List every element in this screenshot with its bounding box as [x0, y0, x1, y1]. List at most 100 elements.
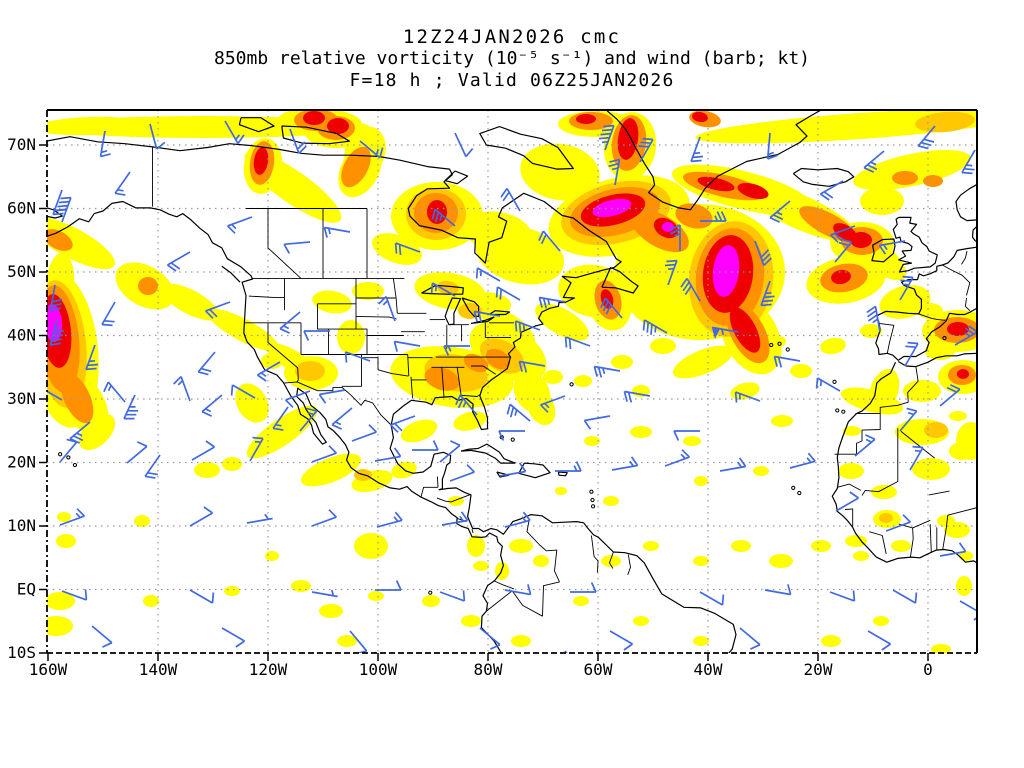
wind-barb [719, 457, 747, 472]
vorticity-blob [771, 415, 793, 427]
wind-barb [167, 251, 191, 272]
border-line [377, 369, 409, 377]
wind-barb [55, 196, 72, 223]
vorticity-blob [207, 308, 279, 352]
border-line [526, 518, 560, 583]
border-line [341, 354, 362, 387]
x-tick-label: 140W [139, 660, 178, 679]
border-line [878, 322, 895, 354]
chart-title-block: 12Z24JAN2026 cmc 850mb relative vorticit… [0, 26, 1024, 92]
vorticity-blob [820, 337, 846, 355]
island-dot [428, 590, 433, 595]
island-dot [510, 437, 515, 442]
vorticity-blob [731, 540, 751, 552]
wind-barb [504, 511, 531, 528]
island-dot [769, 342, 774, 348]
wind-barb [473, 310, 501, 323]
island-dot [791, 485, 796, 490]
vorticity-blob [850, 232, 872, 248]
vorticity-blob [368, 591, 384, 601]
wind-barb [739, 627, 761, 650]
coastline [238, 117, 275, 133]
coastline [488, 310, 511, 316]
vorticity-blob [351, 469, 393, 493]
wind-barb [959, 600, 977, 621]
coastline [557, 471, 568, 477]
vorticity-blob [337, 635, 357, 647]
vorticity-blob [662, 222, 674, 232]
coastline [47, 136, 737, 653]
vorticity-blob [937, 515, 955, 527]
vorticity-blob [573, 596, 589, 606]
wind-barb [449, 464, 476, 482]
vorticity-blob [372, 233, 422, 265]
vorticity-blob [675, 203, 713, 229]
border-line [929, 524, 932, 553]
island-dot [589, 489, 594, 494]
wind-barb [389, 415, 416, 433]
border-line [837, 483, 862, 491]
vorticity-blob [603, 496, 619, 506]
wind-barb-layer [47, 120, 977, 653]
vorticity-blob [924, 422, 948, 438]
wind-barb [495, 286, 521, 301]
wind-barb [899, 275, 914, 301]
wind-barb [564, 650, 568, 653]
vorticity-blob [672, 345, 734, 379]
border-line [900, 431, 935, 459]
title-init-time: 12Z24JAN2026 cmc [402, 26, 622, 48]
wind-barb [600, 297, 623, 319]
vorticity-blob [843, 426, 861, 436]
wind-barb [500, 188, 521, 212]
vorticity-blob [47, 592, 75, 610]
vorticity-blob [463, 353, 489, 373]
y-tick-label: 70N [7, 135, 36, 154]
coastline [892, 216, 938, 273]
vorticity-blob [535, 303, 589, 341]
vorticity-blob [485, 348, 511, 370]
wind-barb [103, 381, 126, 403]
wind-barb [623, 390, 651, 403]
vorticity-blob [161, 283, 219, 321]
wind-barb [59, 508, 86, 526]
title-valid-time: F=18 h ; Valid 06Z25JAN2026 [349, 70, 675, 91]
y-tick-label: 50N [7, 262, 36, 281]
vorticity-blob [511, 635, 531, 647]
border-line [459, 394, 481, 397]
wind-barb [866, 305, 881, 333]
border-line [296, 367, 299, 383]
coastline [601, 267, 639, 294]
wind-barb [430, 282, 456, 297]
vorticity-blob [853, 551, 869, 561]
vorticity-blob [303, 111, 325, 125]
island-dot [841, 409, 846, 414]
wind-barb [441, 511, 469, 526]
border-line [493, 580, 515, 590]
wind-barb [455, 394, 478, 416]
wind-barb [221, 627, 245, 648]
vorticity-blob [633, 616, 649, 626]
vorticity-blob [891, 540, 911, 552]
border-line [471, 365, 496, 375]
wind-barb [204, 301, 231, 319]
wind-barb [539, 395, 566, 413]
vorticity-blob [576, 114, 596, 124]
border-line [410, 376, 414, 399]
vorticity-blob [143, 595, 159, 607]
vorticity-blob [650, 338, 676, 354]
island-dot [942, 335, 947, 341]
y-tick-label: EQ [17, 580, 36, 599]
border-line [392, 278, 398, 314]
island-dot [58, 452, 63, 457]
wind-barb [538, 230, 561, 252]
wind-barb [506, 403, 531, 422]
wind-barb [303, 330, 330, 341]
vorticity-blob [873, 616, 889, 626]
wind-barb [820, 180, 844, 201]
vorticity-blob [915, 111, 975, 133]
vorticity-blob [923, 175, 943, 187]
wind-barb [690, 136, 704, 163]
x-tick-label: 20W [804, 660, 833, 679]
wind-barb [835, 491, 859, 512]
